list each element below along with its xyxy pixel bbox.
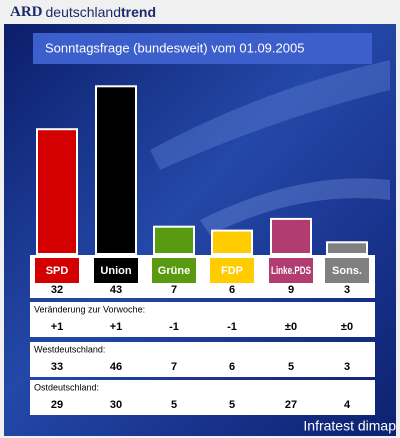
brand: ARD deutschlandtrend xyxy=(10,4,156,21)
category-box xyxy=(94,258,138,283)
table-value: 27 xyxy=(285,399,297,411)
value-label: 6 xyxy=(229,284,235,296)
table-box xyxy=(30,380,375,415)
category-label: SPD xyxy=(46,265,69,277)
value-label: 32 xyxy=(51,284,63,296)
table-value: 46 xyxy=(110,361,122,373)
table-value: 33 xyxy=(51,361,63,373)
bar xyxy=(36,128,78,255)
category-box xyxy=(269,258,313,283)
value-label: 3 xyxy=(344,284,350,296)
bar xyxy=(270,217,312,255)
category-box xyxy=(35,258,79,283)
table-value: ±0 xyxy=(341,321,353,333)
table-value: 30 xyxy=(110,399,122,411)
table-value: 3 xyxy=(344,361,350,373)
table-box xyxy=(30,302,375,337)
streak xyxy=(200,178,390,235)
category-box xyxy=(152,258,196,283)
table-value: -1 xyxy=(227,321,237,333)
category-label: Union xyxy=(100,265,131,277)
value-label: 43 xyxy=(110,284,122,296)
bar xyxy=(326,241,368,256)
table-value: 4 xyxy=(344,399,351,411)
streak xyxy=(150,60,390,170)
title-box xyxy=(33,33,372,64)
value-label: 7 xyxy=(171,284,177,296)
bar xyxy=(211,229,253,256)
bar xyxy=(95,85,137,255)
label-panel xyxy=(30,255,375,298)
table-value: 7 xyxy=(171,361,177,373)
category-label: Sons. xyxy=(332,265,362,277)
category-box xyxy=(210,258,254,283)
bar xyxy=(153,225,195,255)
table-value: ±0 xyxy=(285,321,297,333)
chart-title: Sonntagsfrage (bundesweit) vom 01.09.200… xyxy=(45,40,304,55)
table-value: 5 xyxy=(288,361,294,373)
category-label: Grüne xyxy=(158,265,190,277)
table-value: 6 xyxy=(229,361,235,373)
table-value: +1 xyxy=(110,321,123,333)
table-value: 5 xyxy=(229,399,235,411)
table-value: 29 xyxy=(51,399,63,411)
table-value: 5 xyxy=(171,399,177,411)
table-title: Veränderung zur Vorwoche: xyxy=(34,304,145,314)
table-title: Westdeutschland: xyxy=(34,344,105,354)
footer: Infratest dimap xyxy=(303,418,396,434)
table-value: -1 xyxy=(169,321,179,333)
category-box xyxy=(325,258,369,283)
category-label: FDP xyxy=(221,265,243,277)
category-label: Linke.PDS xyxy=(271,265,311,277)
value-label: 9 xyxy=(288,284,294,296)
table-title: Ostdeutschland: xyxy=(34,382,99,392)
table-value: +1 xyxy=(51,321,64,333)
table-box xyxy=(30,342,375,377)
